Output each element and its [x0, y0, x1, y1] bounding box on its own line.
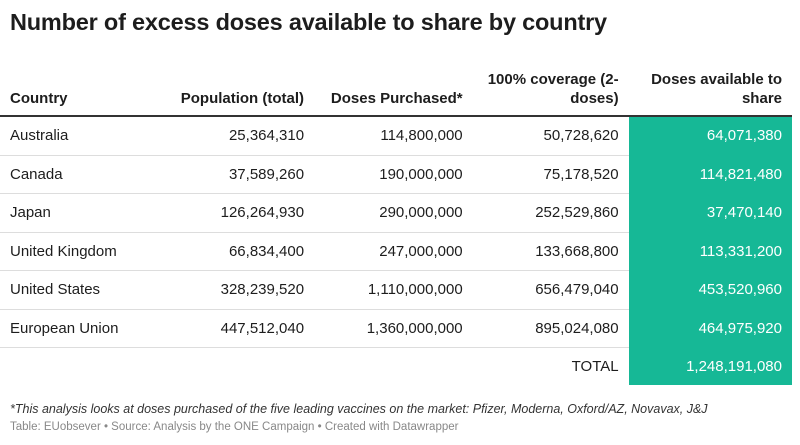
cell-population: 66,834,400 — [159, 232, 315, 271]
footnote: *This analysis looks at doses purchased … — [10, 402, 708, 416]
column-header-population: Population (total) — [159, 62, 315, 117]
table-row: United States 328,239,520 1,110,000,000 … — [0, 270, 792, 310]
cell-doses-available: 114,821,480 — [628, 155, 792, 194]
cell-doses-available: 64,071,380 — [628, 116, 792, 156]
column-header-doses-purchased: Doses Purchased* — [314, 62, 473, 117]
cell-country: Canada — [0, 155, 160, 194]
table-body: Australia 25,364,310 114,800,000 50,728,… — [0, 116, 792, 385]
total-empty-cell — [314, 348, 473, 386]
column-header-coverage: 100% coverage (2-doses) — [472, 62, 629, 117]
cell-population: 37,589,260 — [159, 155, 315, 194]
cell-doses-purchased: 1,360,000,000 — [314, 309, 473, 348]
total-value: 1,248,191,080 — [628, 347, 792, 385]
cell-doses-purchased: 190,000,000 — [314, 155, 473, 194]
cell-doses-available: 37,470,140 — [628, 193, 792, 233]
cell-coverage: 50,728,620 — [472, 116, 629, 156]
cell-doses-purchased: 1,110,000,000 — [314, 270, 473, 310]
total-empty-cell — [0, 348, 160, 386]
cell-country: United Kingdom — [0, 232, 160, 271]
header-row: Country Population (total) Doses Purchas… — [0, 62, 792, 117]
total-empty-cell — [160, 348, 314, 386]
cell-doses-purchased: 290,000,000 — [314, 193, 473, 233]
table-row: Canada 37,589,260 190,000,000 75,178,520… — [0, 155, 792, 194]
cell-doses-purchased: 114,800,000 — [314, 116, 473, 156]
column-header-country: Country — [0, 62, 160, 117]
table-row: Japan 126,264,930 290,000,000 252,529,86… — [0, 193, 792, 233]
cell-coverage: 656,479,040 — [472, 270, 629, 310]
cell-doses-purchased: 247,000,000 — [314, 232, 473, 271]
cell-doses-available: 113,331,200 — [628, 232, 792, 271]
cell-coverage: 133,668,800 — [472, 232, 629, 271]
cell-country: Australia — [0, 116, 160, 156]
cell-population: 25,364,310 — [159, 116, 315, 156]
cell-country: Japan — [0, 193, 160, 233]
cell-coverage: 252,529,860 — [472, 193, 629, 233]
table-row: United Kingdom 66,834,400 247,000,000 13… — [0, 232, 792, 271]
cell-population: 447,512,040 — [159, 309, 315, 348]
total-label: TOTAL — [571, 358, 619, 375]
table-row: Australia 25,364,310 114,800,000 50,728,… — [0, 116, 792, 156]
cell-coverage: 75,178,520 — [472, 155, 629, 194]
cell-doses-available: 464,975,920 — [628, 309, 792, 348]
table-row: European Union 447,512,040 1,360,000,000… — [0, 309, 792, 348]
chart-title: Number of excess doses available to shar… — [10, 9, 607, 35]
cell-population: 126,264,930 — [159, 193, 315, 233]
total-row: TOTAL 1,248,191,080 — [0, 347, 792, 386]
cell-doses-available: 453,520,960 — [628, 270, 792, 310]
cell-country: European Union — [0, 309, 160, 348]
cell-population: 328,239,520 — [159, 270, 315, 310]
data-table: Country Population (total) Doses Purchas… — [0, 62, 792, 385]
cell-coverage: 895,024,080 — [472, 309, 629, 348]
source-credit: Table: EUobsever • Source: Analysis by t… — [10, 421, 459, 433]
cell-country: United States — [0, 270, 160, 310]
column-header-doses-available: Doses available to share — [628, 62, 792, 117]
